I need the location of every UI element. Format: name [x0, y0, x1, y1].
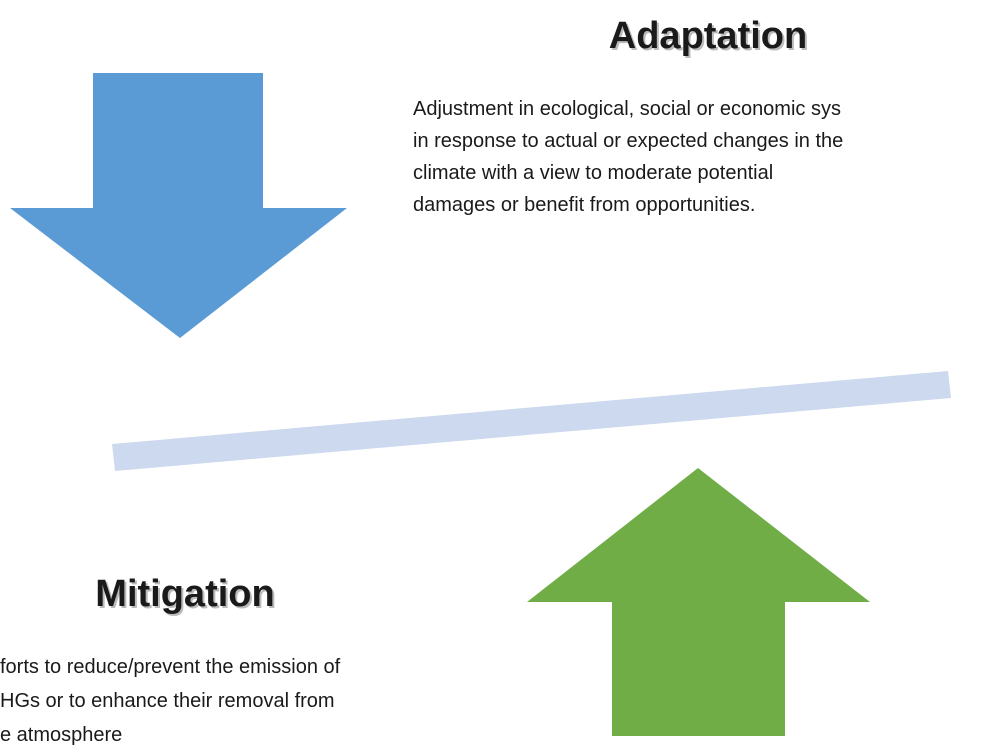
adaptation-text: damages or benefit from opportunities. [413, 194, 755, 216]
title-shadow: Mitigation [97, 575, 276, 617]
title-shadow: Adaptation [611, 17, 809, 59]
mitigation-text: e atmosphere [0, 724, 122, 746]
adaptation-text: in response to actual or expected change… [413, 130, 843, 152]
adaptation-text: Adjustment in ecological, social or econ… [413, 98, 841, 120]
down-arrow [10, 73, 347, 338]
adaptation-title: Adaptation [609, 15, 807, 57]
mitigation-text: HGs or to enhance their removal from [0, 690, 335, 712]
balance-bar [112, 371, 951, 471]
mitigation-text: forts to reduce/prevent the emission of [0, 656, 341, 678]
mitigation-title: Mitigation [95, 573, 274, 615]
adaptation-text: climate with a view to moderate potentia… [413, 162, 773, 184]
up-arrow [527, 468, 870, 736]
